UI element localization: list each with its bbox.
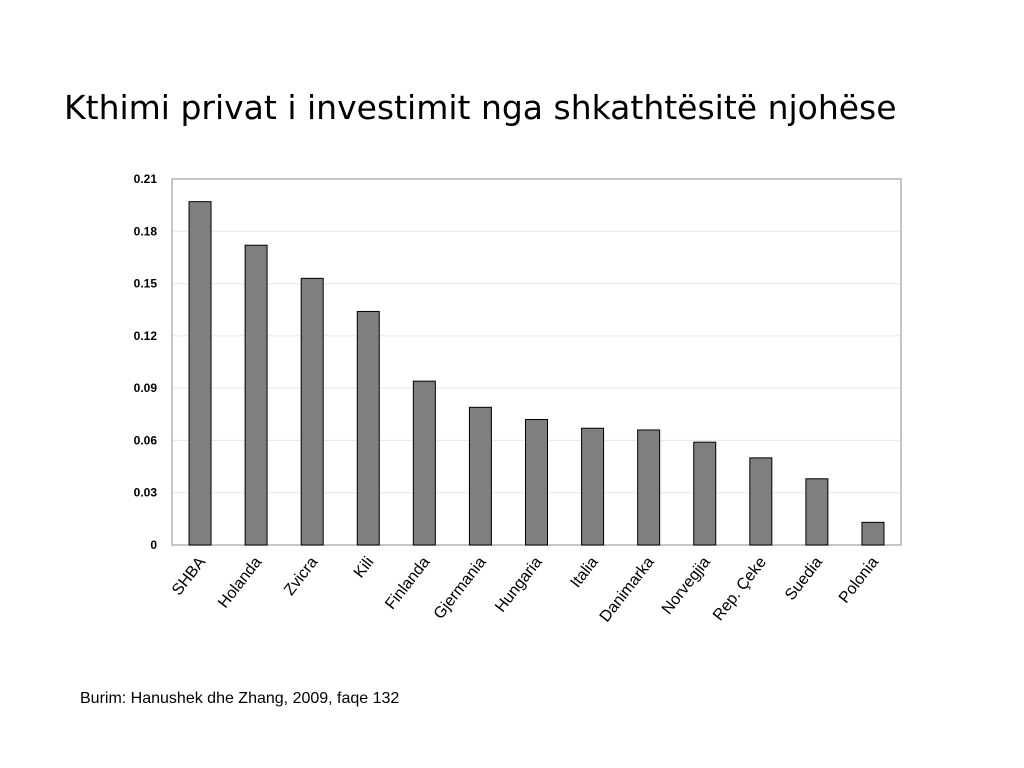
bar <box>412 380 436 546</box>
slide-title: Kthimi privat i investimit nga shkathtës… <box>64 88 897 127</box>
x-tick-label: Polonia <box>836 554 882 607</box>
x-tick-label: Norvegjia <box>659 554 714 618</box>
bars <box>188 201 885 546</box>
source-note: Burim: Hanushek dhe Zhang, 2009, faqe 13… <box>80 690 400 707</box>
bar <box>525 419 548 546</box>
bar <box>861 521 885 546</box>
bar <box>300 277 324 546</box>
x-tick-label: Rep. Çeke <box>710 554 770 624</box>
y-tick-label: 0.18 <box>134 224 158 238</box>
bar <box>244 244 268 546</box>
x-tick-label: Suedia <box>782 554 826 604</box>
x-tick-label: SHBA <box>169 554 209 599</box>
x-tick-label: Danimarka <box>597 554 658 626</box>
y-axis-ticks: 0 0.03 0.06 0.09 0.12 0.15 0.18 0.21 <box>134 172 158 552</box>
bar <box>637 429 661 546</box>
y-tick-label: 0.21 <box>134 172 158 186</box>
y-tick-label: 0.09 <box>134 381 158 395</box>
x-tick-label: Holanda <box>215 554 265 612</box>
x-tick-label: Kili <box>351 554 378 581</box>
bar <box>468 406 492 546</box>
x-tick-label: Finlanda <box>382 554 433 613</box>
y-tick-label: 0.12 <box>134 329 158 343</box>
x-tick-label: Italia <box>568 554 602 591</box>
bar <box>188 201 212 546</box>
bar <box>805 478 829 546</box>
y-tick-label: 0.06 <box>134 433 158 447</box>
x-tick-label: Hungaria <box>492 554 545 616</box>
y-tick-label: 0.15 <box>134 277 158 291</box>
x-tick-label: Gjermania <box>431 554 490 623</box>
bar <box>749 457 773 546</box>
y-tick-label: 0 <box>150 538 157 552</box>
bar <box>356 310 380 546</box>
y-tick-label: 0.03 <box>134 486 158 500</box>
bar <box>693 441 717 546</box>
x-tick-label: Zvicra <box>281 554 321 599</box>
bar <box>581 427 605 546</box>
